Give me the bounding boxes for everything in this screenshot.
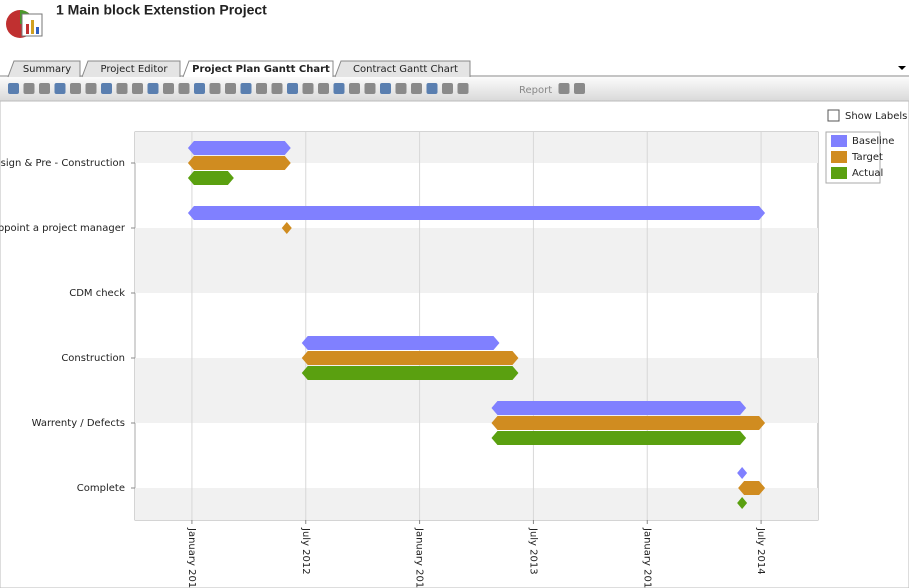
toolbar-button[interactable]: [558, 83, 570, 94]
toolbar-button[interactable]: [70, 83, 81, 94]
toolbar-button[interactable]: [225, 83, 236, 94]
row-band: [135, 228, 818, 293]
toolbar-button[interactable]: [318, 83, 329, 94]
legend-swatch: [831, 167, 847, 179]
toolbar-button[interactable]: [85, 83, 97, 94]
toolbar-button[interactable]: [178, 83, 190, 94]
task-bar: [301, 366, 519, 380]
y-tick-label: CDM check: [69, 288, 125, 299]
tab-label[interactable]: Summary: [23, 64, 71, 75]
legend-label: Baseline: [852, 136, 894, 147]
x-tick-label: January 2012: [186, 527, 197, 588]
toolbar-button[interactable]: [364, 83, 376, 94]
show-labels-label[interactable]: Show Labels: [845, 111, 907, 122]
x-tick-label: July 2014: [755, 527, 766, 575]
task-bar: [187, 171, 234, 185]
task-bar: [491, 431, 747, 445]
task-bar: [187, 141, 291, 155]
legend-label: Target: [851, 152, 883, 163]
task-bar: [301, 336, 500, 350]
milestone: [737, 497, 748, 509]
toolbar-button[interactable]: [54, 83, 66, 94]
milestone: [281, 222, 292, 234]
toolbar-button[interactable]: [132, 83, 143, 94]
legend-swatch: [831, 135, 847, 147]
row-band: [135, 488, 818, 520]
toolbar-button[interactable]: [302, 83, 314, 94]
toolbar-button[interactable]: [256, 83, 267, 94]
legend-swatch: [831, 151, 847, 163]
toolbar-button[interactable]: [411, 83, 422, 94]
task-bar: [738, 481, 766, 495]
show-labels-checkbox[interactable]: [827, 109, 840, 122]
toolbar-button[interactable]: [101, 83, 112, 94]
tab[interactable]: [182, 60, 334, 78]
tab[interactable]: [7, 60, 81, 78]
toolbar-button[interactable]: [8, 83, 19, 94]
plot-area: [134, 131, 819, 521]
toolbar-button[interactable]: [442, 83, 453, 94]
toolbar-button[interactable]: [333, 83, 345, 94]
toolbar-button[interactable]: [380, 83, 391, 94]
tab-label[interactable]: Contract Gantt Chart: [353, 64, 458, 75]
toolbar-button[interactable]: [209, 83, 221, 94]
toolbar-button[interactable]: [147, 83, 159, 94]
tab[interactable]: [334, 60, 471, 78]
toolbar-button[interactable]: [457, 83, 469, 94]
toolbar-button[interactable]: [395, 83, 407, 94]
task-bar: [491, 401, 747, 415]
project-title: 1 Main block Extenstion Project: [56, 2, 267, 18]
toolbar-button[interactable]: [349, 83, 360, 94]
milestone: [737, 467, 748, 479]
task-bar: [301, 351, 519, 365]
app-icon: [6, 10, 43, 38]
toolbar-button[interactable]: [116, 83, 128, 94]
toolbar-button[interactable]: [271, 83, 283, 94]
y-tick-label: Appoint a project manager: [0, 223, 126, 234]
tab-menu-arrow[interactable]: [898, 66, 906, 70]
task-bar: [187, 206, 766, 220]
toolbar-button[interactable]: [287, 83, 298, 94]
tab-label[interactable]: Project Editor: [101, 64, 169, 75]
y-tick-label: Complete: [77, 483, 125, 494]
x-tick-label: July 2013: [527, 527, 538, 575]
toolbar-button[interactable]: [23, 83, 35, 94]
task-bar: [187, 156, 291, 170]
legend-label: Actual: [852, 168, 883, 179]
task-bar: [491, 416, 766, 430]
x-tick-label: January 2014: [641, 527, 652, 588]
toolbar-button[interactable]: [39, 83, 50, 94]
y-tick-label: Construction: [61, 353, 125, 364]
toolbar-button[interactable]: [426, 83, 438, 94]
toolbar-button[interactable]: [240, 83, 252, 94]
x-tick-label: July 2012: [300, 527, 311, 575]
toolbar-button[interactable]: [163, 83, 174, 94]
y-tick-label: Warrenty / Defects: [32, 418, 125, 429]
x-tick-label: January 2013: [414, 527, 425, 588]
toolbar-report[interactable]: Report: [519, 85, 552, 96]
toolbar-button[interactable]: [194, 83, 205, 94]
tab[interactable]: [81, 60, 181, 78]
toolbar-button[interactable]: [574, 83, 585, 94]
tab-label[interactable]: Project Plan Gantt Chart: [192, 64, 330, 75]
y-tick-label: Design & Pre - Construction: [0, 158, 125, 169]
